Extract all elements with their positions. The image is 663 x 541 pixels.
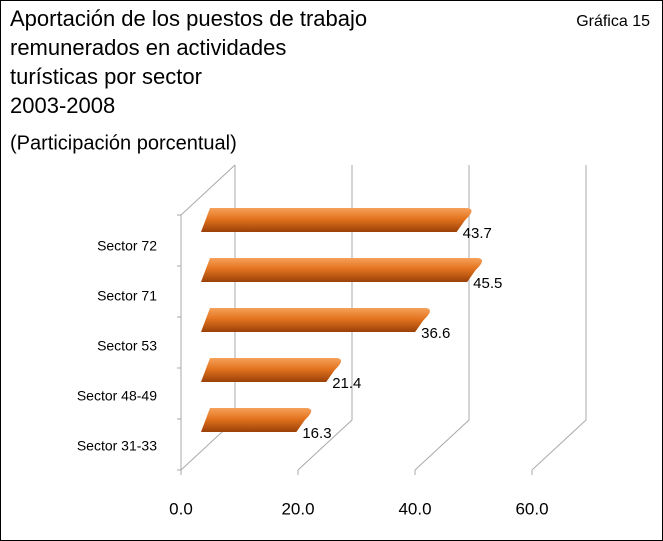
x-tick-label: 40.0 bbox=[398, 499, 431, 518]
data-label: 36.6 bbox=[421, 325, 450, 342]
y-tick-label: Sector 48-49 bbox=[77, 388, 157, 404]
bar bbox=[201, 408, 312, 432]
grid-line bbox=[531, 165, 587, 471]
annotation: Gráfica 15 bbox=[576, 13, 650, 30]
grid-line bbox=[297, 165, 353, 471]
y-tick-label: Sector 72 bbox=[97, 238, 157, 254]
bar bbox=[201, 208, 472, 232]
subtitle: (Participación porcentual) bbox=[10, 132, 237, 154]
data-label: 16.3 bbox=[302, 425, 331, 442]
bar bbox=[201, 258, 483, 282]
y-tick-label: Sector 71 bbox=[97, 288, 157, 304]
title-line: 2003-2008 bbox=[10, 93, 115, 118]
x-tick-label: 20.0 bbox=[281, 499, 314, 518]
y-tick-label: Sector 53 bbox=[97, 338, 157, 354]
x-tick-label: 60.0 bbox=[515, 499, 548, 518]
bar bbox=[201, 308, 430, 332]
grid-line bbox=[414, 165, 470, 471]
title-line: remunerados en actividades bbox=[10, 35, 286, 60]
title-line: turísticas por sector bbox=[10, 64, 202, 89]
title-line: Aportación de los puestos de trabajo bbox=[10, 6, 367, 31]
wall-top bbox=[180, 164, 236, 216]
data-label: 45.5 bbox=[473, 275, 502, 292]
y-tick-label: Sector 31-33 bbox=[77, 438, 157, 454]
data-label: 21.4 bbox=[332, 375, 361, 392]
x-tick-label: 0.0 bbox=[169, 499, 193, 518]
bar bbox=[201, 358, 342, 382]
data-label: 43.7 bbox=[463, 225, 492, 242]
